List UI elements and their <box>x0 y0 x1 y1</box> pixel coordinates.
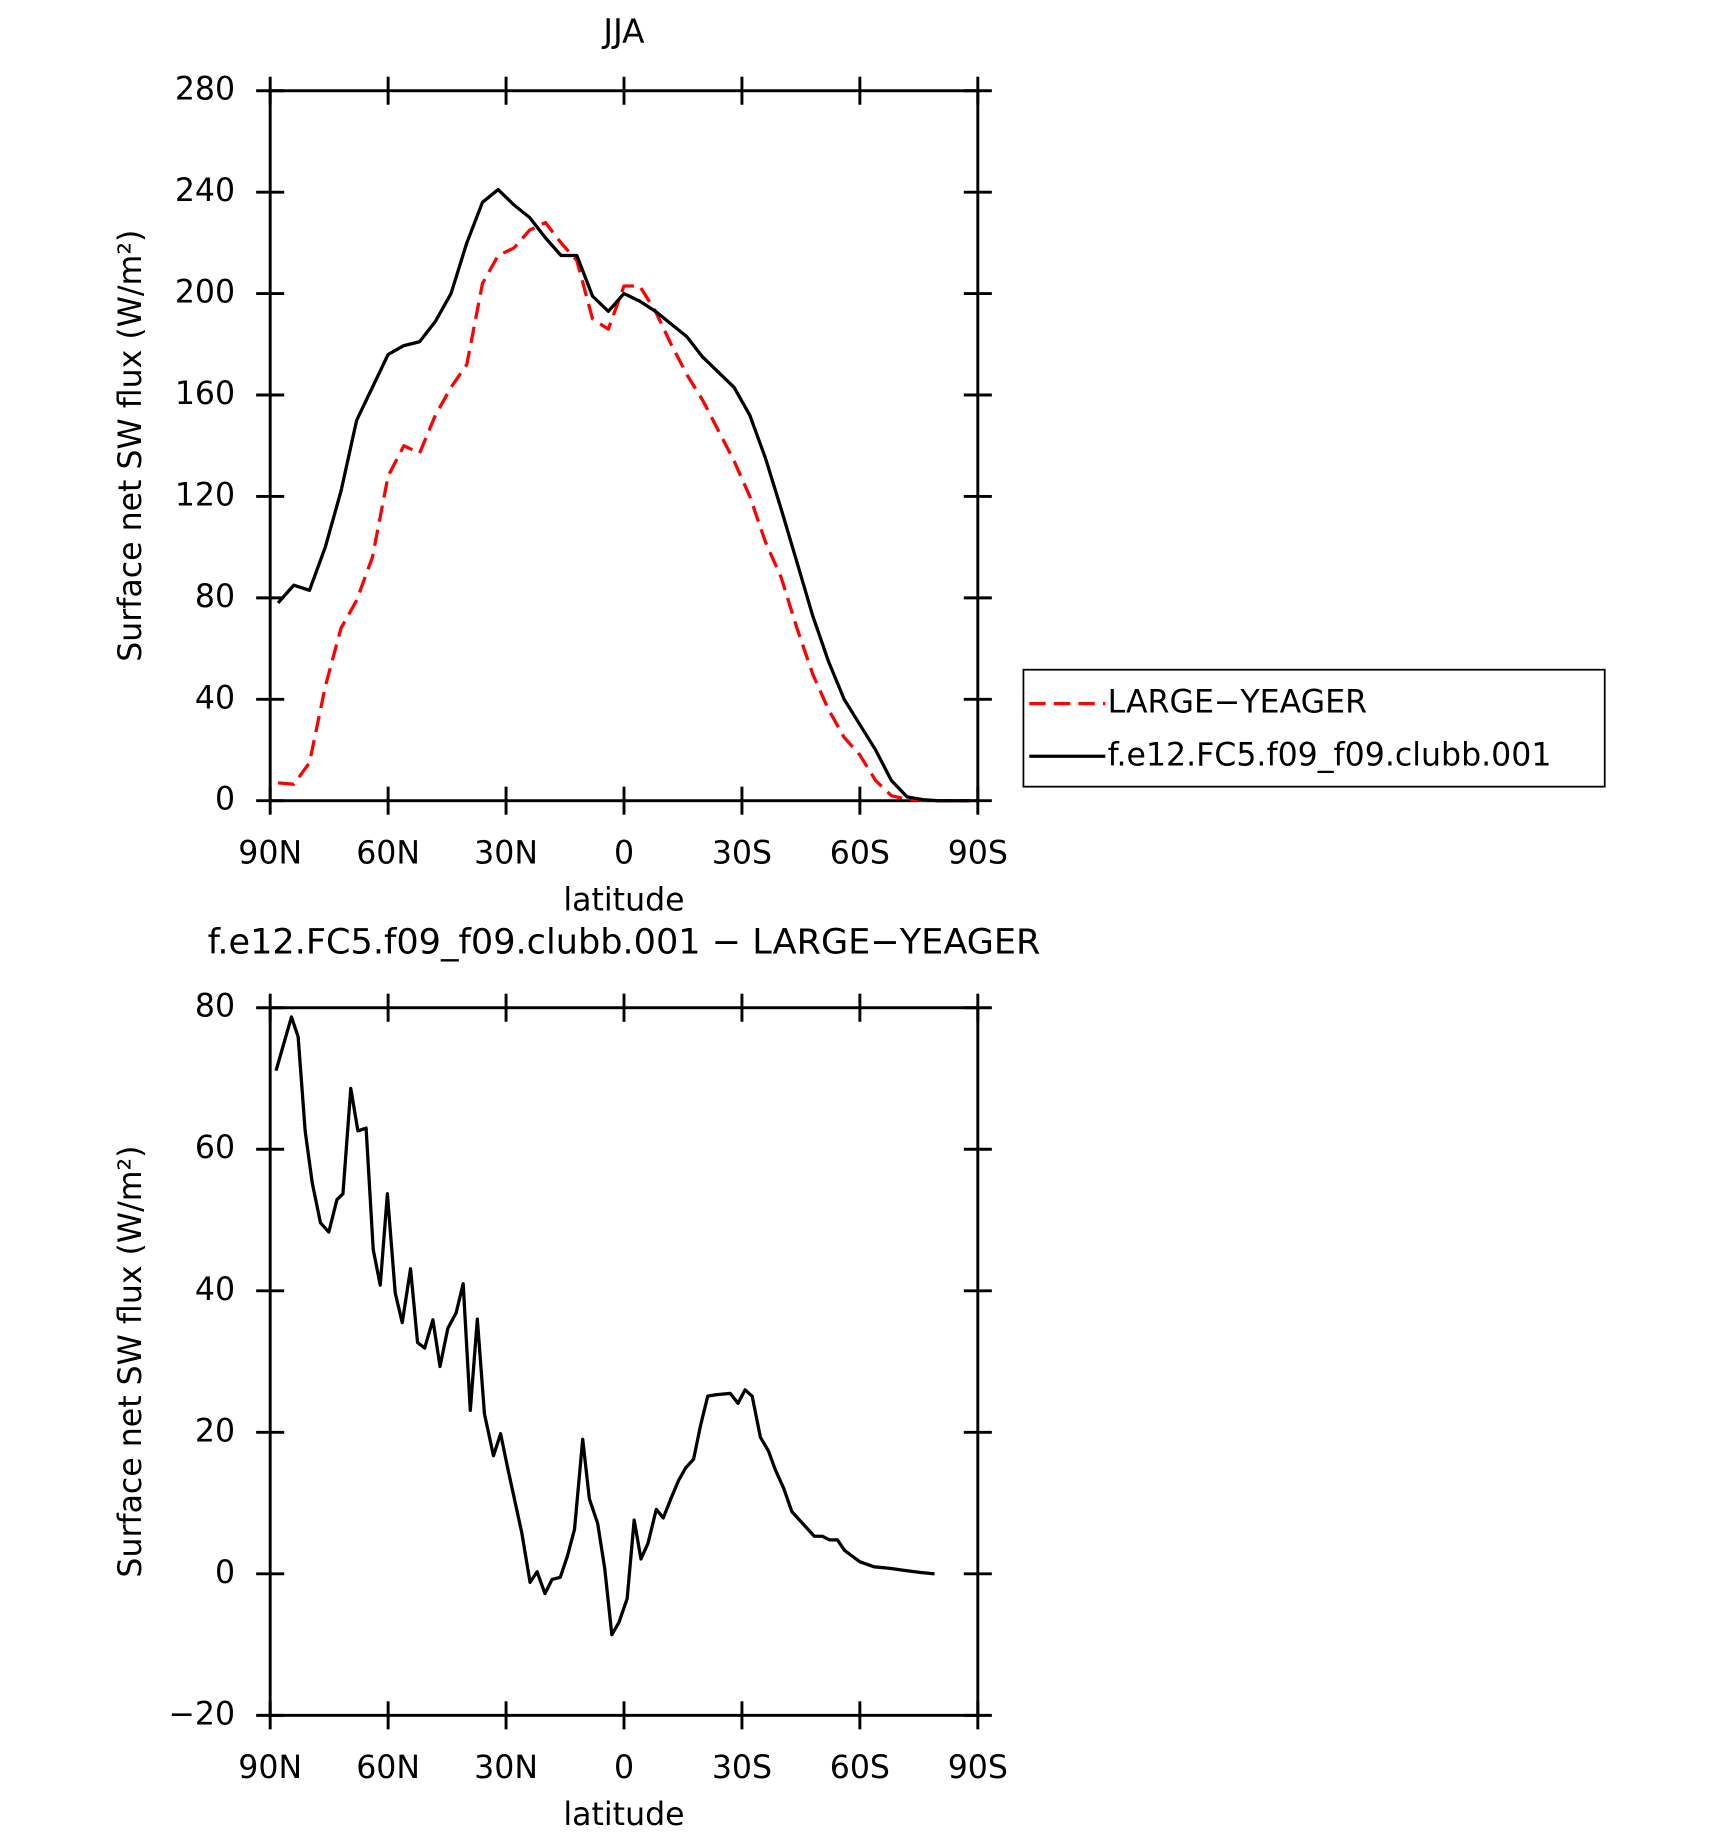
x-tick-label: 0 <box>614 836 634 872</box>
data-line <box>274 1015 935 1637</box>
chart-title: f.e12.FC5.f09_f09.clubb.001 − LARGE−YEAG… <box>208 921 1041 962</box>
y-tick-label: 80 <box>195 989 235 1025</box>
x-tick-label: 60S <box>830 1750 890 1786</box>
chart-title: JJA <box>601 12 645 50</box>
y-tick-label: 60 <box>195 1130 235 1166</box>
y-axis-label: Surface net SW flux (W/m²) <box>113 230 149 662</box>
x-tick-label: 30S <box>712 1750 772 1786</box>
y-tick-label: 160 <box>175 376 235 412</box>
data-line <box>277 220 970 803</box>
y-axis-label: Surface net SW flux (W/m²) <box>113 1146 149 1578</box>
data-line <box>276 187 970 803</box>
y-tick-label: −20 <box>168 1696 235 1732</box>
y-tick-label: 40 <box>195 680 235 716</box>
x-tick-label: 30N <box>474 1750 538 1786</box>
y-tick-label: 120 <box>175 477 235 513</box>
x-tick-label: 90N <box>238 836 302 872</box>
legend-label: LARGE−YEAGER <box>1108 685 1367 721</box>
x-tick-label: 90N <box>238 1750 302 1786</box>
x-tick-label: 0 <box>614 1750 634 1786</box>
x-axis-label: latitude <box>563 882 684 918</box>
x-tick-label: 30S <box>712 836 772 872</box>
x-tick-label: 60S <box>830 836 890 872</box>
y-tick-label: 280 <box>175 72 235 108</box>
y-tick-label: 0 <box>215 782 235 818</box>
legend-label: f.e12.FC5.f09_f09.clubb.001 <box>1108 737 1552 773</box>
x-tick-label: 30N <box>474 836 538 872</box>
legend-box <box>1022 668 1606 788</box>
x-tick-label: 90S <box>948 836 1008 872</box>
y-tick-label: 20 <box>195 1413 235 1449</box>
y-tick-label: 80 <box>195 579 235 615</box>
y-tick-label: 40 <box>195 1272 235 1308</box>
y-tick-label: 0 <box>215 1555 235 1591</box>
y-tick-label: 200 <box>175 275 235 311</box>
x-tick-label: 60N <box>356 1750 420 1786</box>
y-tick-label: 240 <box>175 173 235 209</box>
x-tick-label: 60N <box>356 836 420 872</box>
plot-frame <box>268 89 980 803</box>
x-axis-label: latitude <box>563 1797 684 1833</box>
x-tick-label: 90S <box>948 1750 1008 1786</box>
